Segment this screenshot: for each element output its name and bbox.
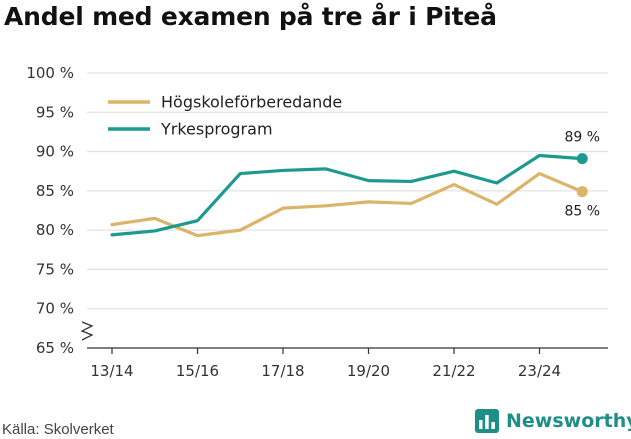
axis-break-mark	[80, 321, 94, 341]
y-tick-label: 65 %	[36, 339, 74, 357]
series-line-högskoleförberedande	[110, 171, 584, 238]
legend-label: Högskoleförberedande	[161, 93, 342, 112]
x-axis: 13/14 15/16 17/18 19/20 21/22 23/24	[80, 321, 608, 380]
x-tick-label: 15/16	[176, 362, 219, 380]
x-tick-label: 13/14	[90, 362, 133, 380]
y-tick-label: 75 %	[36, 260, 74, 278]
x-tick-label: 23/24	[518, 362, 561, 380]
x-tick-label: 17/18	[261, 362, 304, 380]
end-value-label: 85 %	[564, 204, 600, 220]
y-axis-tick-labels: 65 % 70 % 75 % 80 % 85 % 90 % 95 % 100 %	[26, 64, 74, 357]
x-tick-label: 19/20	[347, 362, 390, 380]
y-tick-label: 85 %	[36, 182, 74, 200]
y-tick-label: 95 %	[36, 103, 74, 121]
legend-label: Yrkesprogram	[160, 120, 273, 139]
series-lines	[110, 153, 588, 238]
end-point-högskoleförberedande	[576, 186, 588, 198]
x-tick-label: 21/22	[432, 362, 475, 380]
brand-logo: Newsworthy	[475, 409, 631, 433]
end-labels: 85 % 89 %	[564, 130, 600, 220]
y-tick-label: 80 %	[36, 221, 74, 239]
series-line-yrkesprogram	[110, 153, 584, 237]
legend: Högskoleförberedande Yrkesprogram	[108, 93, 342, 139]
end-value-label: 89 %	[564, 130, 600, 146]
chart-title: Andel med examen på tre år i Piteå	[4, 2, 497, 31]
source-text: Källa: Skolverket	[2, 421, 114, 438]
newsworthy-logo-icon	[475, 409, 499, 433]
brand-name: Newsworthy	[506, 410, 631, 432]
end-point-yrkesprogram	[576, 153, 588, 165]
gridlines	[87, 72, 608, 310]
y-tick-label: 90 %	[36, 143, 74, 161]
y-tick-label: 100 %	[26, 64, 74, 82]
y-tick-label: 70 %	[36, 300, 74, 318]
